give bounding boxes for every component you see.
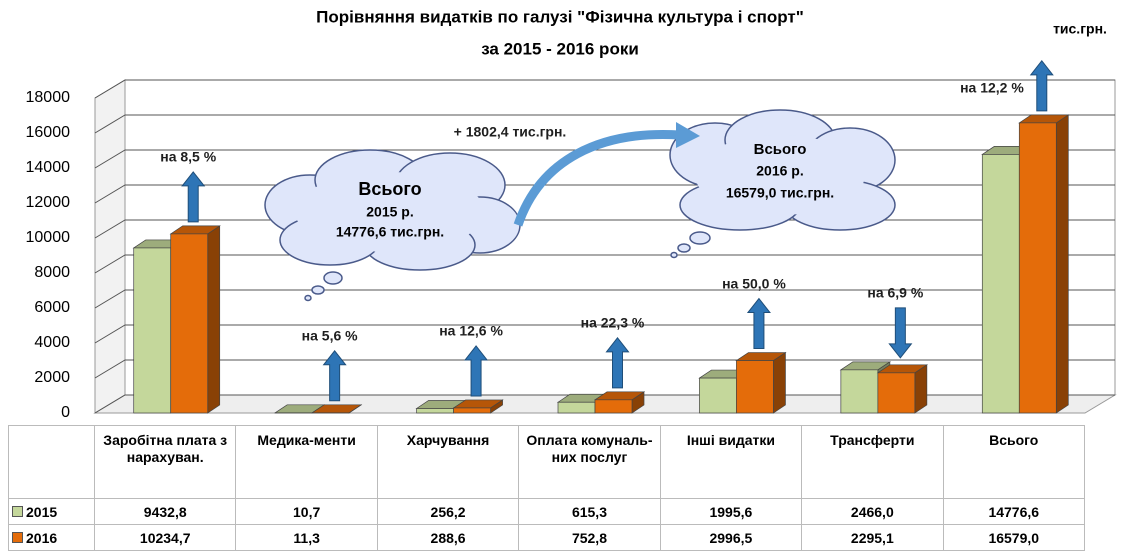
value-cell: 1995,6 (661, 499, 802, 525)
walls (95, 80, 1115, 413)
legend-swatch (12, 506, 23, 517)
bar (454, 408, 491, 413)
legend-label: 2016 (26, 530, 57, 546)
category-label: Медика-менти (236, 425, 377, 499)
legend-entry: 2016 (8, 525, 95, 551)
table-corner (8, 425, 95, 499)
legend-swatch (12, 532, 23, 543)
value-cell: 615,3 (519, 499, 660, 525)
value-cell: 11,3 (236, 525, 377, 551)
y-tick-label: 8000 (34, 264, 70, 281)
category-label: Трансферти (802, 425, 943, 499)
cloud-text: 16579,0 тис.грн. (726, 185, 834, 201)
value-cell: 2466,0 (802, 499, 943, 525)
y-tick-label: 2000 (34, 369, 70, 386)
value-cell: 2295,1 (802, 525, 943, 551)
table-header-row: Заробітна плата з нарахуван.Медика-менти… (8, 425, 1085, 499)
data-table: Заробітна плата з нарахуван.Медика-менти… (8, 425, 1085, 551)
y-tick-label: 18000 (26, 89, 71, 106)
value-cell: 2996,5 (661, 525, 802, 551)
y-tick-label: 4000 (34, 334, 70, 351)
cloud-bubble (690, 232, 710, 244)
cloud-bubble (324, 272, 342, 284)
change-label: на 12,6 % (439, 323, 503, 339)
y-tick-label: 14000 (26, 159, 71, 176)
page: Порівняння видатків по галузі "Фізична к… (0, 0, 1133, 560)
cloud-text: 2015 р. (366, 204, 413, 220)
category-label: Інші видатки (661, 425, 802, 499)
chart-title: Порівняння видатків по галузі "Фізична к… (316, 7, 804, 26)
cloud-text: 2016 р. (756, 163, 803, 179)
change-label: на 8,5 % (160, 149, 216, 165)
cloud-bubble (312, 286, 324, 294)
value-cell: 9432,8 (95, 499, 236, 525)
y-tick-label: 16000 (26, 124, 71, 141)
value-cell: 16579,0 (944, 525, 1085, 551)
category-label: Заробітна плата з нарахуван. (95, 425, 236, 499)
bar (699, 378, 736, 413)
cloud-bubble (678, 244, 690, 252)
table-row: 2015 9432,810,7256,2615,31995,62466,01477… (8, 499, 1085, 525)
bar (982, 154, 1019, 413)
value-cell: 14776,6 (944, 499, 1085, 525)
bar (171, 234, 208, 413)
bar (841, 370, 878, 413)
y-tick-label: 0 (61, 404, 70, 421)
category-label: Оплата комуналь-них послуг (519, 425, 660, 499)
bar-side (915, 365, 927, 413)
category-label: Харчування (378, 425, 519, 499)
unit-label: тис.грн. (1053, 21, 1107, 37)
cloud-text: Всього (358, 179, 421, 199)
bar (417, 409, 454, 413)
legend-entry: 2015 (8, 499, 95, 525)
chart-subtitle: за 2015 - 2016 роки (481, 39, 639, 58)
bar (736, 361, 773, 413)
bar (1019, 123, 1056, 413)
value-cell: 256,2 (378, 499, 519, 525)
bar-side (208, 226, 220, 413)
change-label: на 50,0 % (722, 275, 786, 291)
bar (134, 248, 171, 413)
cloud-bubble (671, 253, 677, 258)
cloud-text: Всього (754, 141, 807, 158)
value-cell: 10234,7 (95, 525, 236, 551)
legend-label: 2015 (26, 504, 57, 520)
y-tick-label: 12000 (26, 194, 71, 211)
y-tick-label: 10000 (26, 229, 71, 246)
cloud-bubble (305, 296, 311, 301)
bar (878, 373, 915, 413)
difference-label: + 1802,4 тис.грн. (454, 124, 567, 140)
change-label: на 22,3 % (581, 315, 645, 331)
change-label: на 12,2 % (960, 80, 1024, 96)
bar (558, 402, 595, 413)
cloud-text: 14776,6 тис.грн. (336, 224, 444, 240)
value-cell: 752,8 (519, 525, 660, 551)
bar (595, 400, 632, 413)
bar-side (773, 353, 785, 413)
category-label: Всього (944, 425, 1085, 499)
value-cell: 288,6 (378, 525, 519, 551)
bar-side (1056, 115, 1068, 413)
y-tick-label: 6000 (34, 299, 70, 316)
change-label: на 5,6 % (302, 328, 358, 344)
value-cell: 10,7 (236, 499, 377, 525)
change-label: на 6,9 % (867, 285, 923, 301)
